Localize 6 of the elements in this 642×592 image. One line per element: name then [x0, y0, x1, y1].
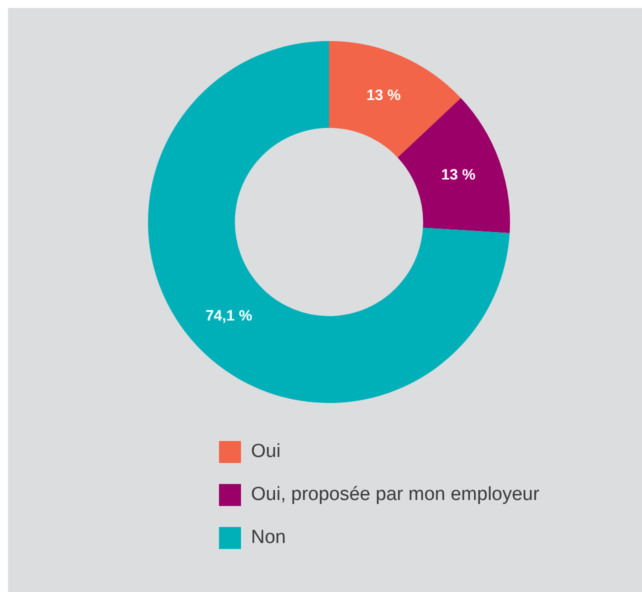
- data-label: 74,1 %: [205, 307, 252, 324]
- legend-label: Non: [251, 526, 286, 548]
- legend-label: Oui, proposée par mon employeur: [251, 484, 540, 506]
- legend-label: Oui: [251, 440, 281, 462]
- data-label: 13 %: [441, 166, 476, 184]
- data-label: 13 %: [366, 86, 401, 104]
